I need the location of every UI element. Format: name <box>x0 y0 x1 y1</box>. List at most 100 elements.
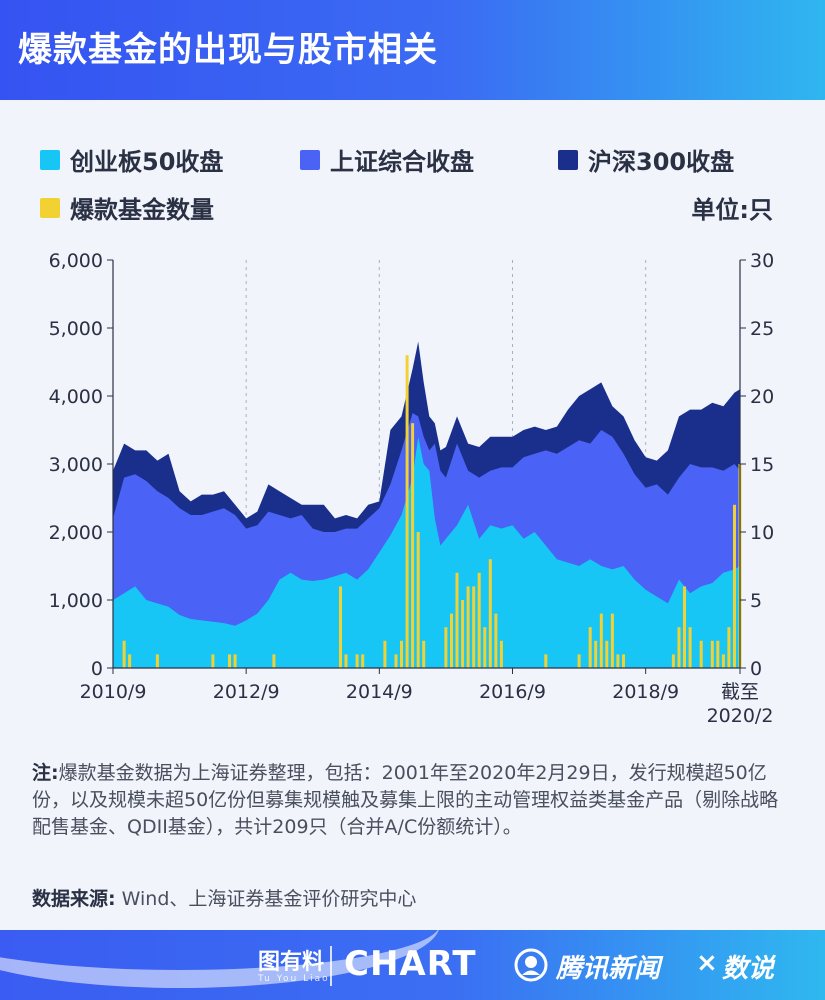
bar-hot-fund <box>544 654 548 668</box>
legend-label: 创业板50收盘 <box>70 148 224 176</box>
bar-hot-fund <box>577 654 581 668</box>
bar-hot-fund <box>355 654 359 668</box>
bar-hot-fund <box>671 654 675 668</box>
right-tick-label: 0 <box>750 658 762 680</box>
chart-legend: 创业板50收盘 上证综合收盘 沪深300收盘 爆款基金数量 单位:只 <box>0 128 825 228</box>
legend-swatch <box>300 149 320 170</box>
legend-swatch <box>40 197 60 218</box>
bar-hot-fund <box>488 559 492 668</box>
x-tick-label: 2012/9 <box>213 681 280 703</box>
header-swoosh-decoration <box>507 0 825 100</box>
bar-hot-fund <box>450 613 453 668</box>
bar-hot-fund <box>405 355 409 668</box>
footnote: 注:爆款基金数据为上海证券整理，包括：2001年至2020年2月29日，发行规模… <box>32 760 792 841</box>
tencent-news-logo-icon <box>514 948 548 982</box>
legend-label: 上证综合收盘 <box>330 148 474 176</box>
bar-hot-fund <box>400 640 403 668</box>
bar-hot-fund <box>361 654 365 668</box>
brand-shushuo: 数说 <box>722 954 775 984</box>
right-tick-label: 25 <box>750 318 774 340</box>
legend-item-chinext50: 创业板50收盘 <box>40 142 223 177</box>
bar-hot-fund <box>233 654 237 668</box>
legend-item-hot-funds: 爆款基金数量 <box>40 190 214 225</box>
bar-hot-fund <box>416 532 420 668</box>
header-banner: 爆款基金的出现与股市相关 <box>0 0 825 100</box>
bar-hot-fund <box>211 654 215 668</box>
brand-divider <box>330 946 332 986</box>
bar-hot-fund <box>128 654 132 668</box>
brand-tuyouliao-sub: Tu You Liao <box>258 974 330 984</box>
brand-tuyouliao: 图有料 <box>258 950 325 975</box>
x-tick-label: 2018/9 <box>612 681 679 703</box>
legend-swatch <box>40 149 60 170</box>
data-source-prefix: 数据来源: <box>32 888 116 910</box>
left-tick-label: 4,000 <box>49 386 103 408</box>
area-series-0 <box>113 436 740 668</box>
bar-hot-fund <box>477 572 481 668</box>
bar-hot-fund <box>683 586 686 668</box>
right-tick-label: 15 <box>750 454 774 476</box>
bar-hot-fund <box>599 613 603 668</box>
chart-area: 01,0002,0003,0004,0005,0006,000051015202… <box>49 250 775 727</box>
bar-hot-fund <box>733 504 736 668</box>
bar-hot-fund <box>610 613 614 668</box>
left-tick-label: 6,000 <box>49 250 103 272</box>
right-tick-label: 30 <box>750 250 774 272</box>
bar-hot-fund <box>588 627 592 668</box>
right-tick-label: 10 <box>750 522 774 544</box>
brand-chart: CHART <box>344 944 477 984</box>
bar-hot-fund <box>699 640 703 668</box>
bar-hot-fund <box>472 586 476 668</box>
bar-hot-fund <box>677 627 681 668</box>
bar-hot-fund <box>688 627 692 668</box>
x-tick-label: 2016/9 <box>479 681 546 703</box>
bar-hot-fund <box>710 640 714 668</box>
bar-hot-fund <box>721 654 725 668</box>
bar-hot-fund <box>383 640 387 668</box>
right-tick-label: 5 <box>750 590 762 612</box>
legend-label: 爆款基金数量 <box>70 196 214 224</box>
bar-hot-fund <box>228 654 231 668</box>
x-tick-label: 2020/2 <box>707 705 774 727</box>
legend-swatch <box>558 149 578 170</box>
bar-hot-fund <box>272 654 276 668</box>
left-tick-label: 5,000 <box>49 318 103 340</box>
x-tick-label: 2010/9 <box>80 681 147 703</box>
data-source: 数据来源: Wind、上海证券基金评价研究中心 <box>32 884 416 911</box>
bar-hot-fund <box>444 627 448 668</box>
bar-hot-fund <box>422 640 426 668</box>
brand-times: × <box>696 948 718 978</box>
left-tick-label: 0 <box>91 658 103 680</box>
x-tick-label: 2014/9 <box>346 681 413 703</box>
x-tick-label: 截至 <box>721 681 759 703</box>
bar-hot-fund <box>494 613 498 668</box>
bar-hot-fund <box>727 627 731 668</box>
bar-hot-fund <box>455 572 459 668</box>
bar-hot-fund <box>155 654 159 668</box>
bar-hot-fund <box>616 654 620 668</box>
footnote-prefix: 注: <box>32 762 59 784</box>
page-title: 爆款基金的出现与股市相关 <box>18 30 438 70</box>
left-tick-label: 2,000 <box>49 522 103 544</box>
bar-hot-fund <box>122 640 126 668</box>
data-source-text: Wind、上海证券基金评价研究中心 <box>115 888 417 910</box>
bar-hot-fund <box>394 654 398 668</box>
bar-hot-fund <box>411 423 415 668</box>
bar-hot-fund <box>499 640 503 668</box>
right-tick-label: 20 <box>750 386 774 408</box>
bar-hot-fund <box>483 627 487 668</box>
left-tick-label: 1,000 <box>49 590 103 612</box>
brand-tencent-news: 腾讯新闻 <box>556 954 661 984</box>
left-tick-label: 3,000 <box>49 454 103 476</box>
footer-banner: 图有料 Tu You Liao CHART 腾讯新闻 × 数说 <box>0 930 825 1000</box>
legend-item-csi300: 沪深300收盘 <box>558 142 734 177</box>
legend-item-sse: 上证综合收盘 <box>300 142 474 177</box>
bar-hot-fund <box>339 586 342 668</box>
bar-hot-fund <box>461 600 465 668</box>
unit-label: 单位:只 <box>691 196 773 224</box>
bar-hot-fund <box>716 640 720 668</box>
bar-hot-fund <box>622 654 625 668</box>
bar-hot-fund <box>344 654 348 668</box>
footnote-text: 爆款基金数据为上海证券整理，包括：2001年至2020年2月29日，发行规模超5… <box>32 762 779 838</box>
legend-label: 沪深300收盘 <box>588 148 735 176</box>
